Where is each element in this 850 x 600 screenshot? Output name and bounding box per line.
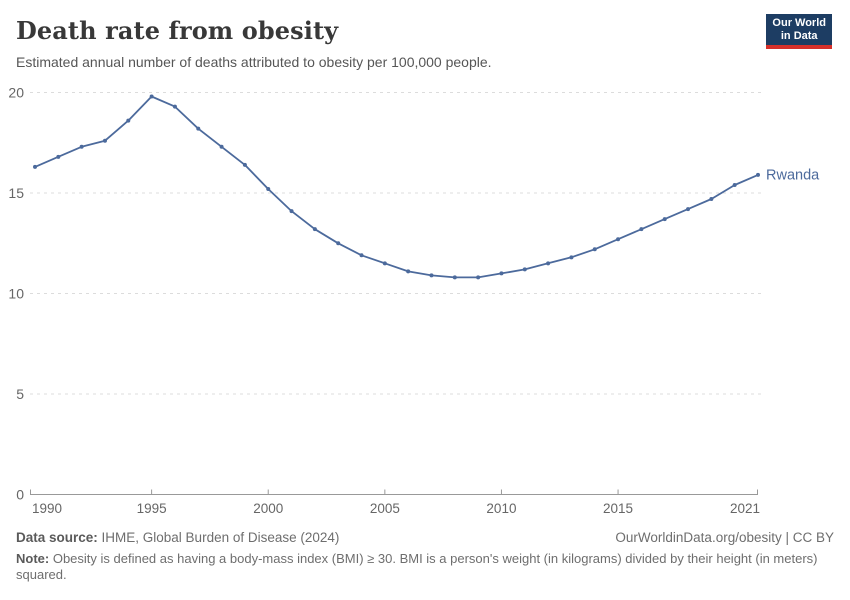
x-tick-label: 2010 xyxy=(486,501,516,516)
data-point[interactable] xyxy=(616,237,621,242)
owid-logo-line1: Our World xyxy=(772,17,826,29)
data-point[interactable] xyxy=(732,182,737,187)
x-tick-label: 2005 xyxy=(370,501,400,516)
data-point[interactable] xyxy=(56,154,61,159)
data-point[interactable] xyxy=(196,126,201,131)
data-point[interactable] xyxy=(476,275,481,280)
data-point[interactable] xyxy=(79,144,84,149)
data-point[interactable] xyxy=(149,94,154,99)
y-tick-label: 10 xyxy=(8,286,24,302)
data-point[interactable] xyxy=(429,273,434,278)
series-end-label[interactable]: Rwanda xyxy=(766,167,820,183)
data-point[interactable] xyxy=(406,269,411,274)
x-tick-label: 2000 xyxy=(253,501,283,516)
data-point[interactable] xyxy=(312,227,317,232)
data-point[interactable] xyxy=(709,197,714,202)
data-point[interactable] xyxy=(382,261,387,266)
x-tick-label: 1990 xyxy=(32,501,62,516)
data-point[interactable] xyxy=(686,207,691,212)
data-point[interactable] xyxy=(499,271,504,276)
license-link[interactable]: OurWorldinData.org/obesity | CC BY xyxy=(615,530,834,545)
x-tick-label: 2015 xyxy=(603,501,633,516)
data-point[interactable] xyxy=(102,138,107,143)
data-point[interactable] xyxy=(452,275,457,280)
data-point[interactable] xyxy=(639,227,644,232)
page-title: Death rate from obesity xyxy=(16,16,339,45)
chart-header: Death rate from obesity Estimated annual… xyxy=(0,0,850,70)
data-point[interactable] xyxy=(569,255,574,260)
data-source-label: Data source: xyxy=(16,530,98,545)
data-point[interactable] xyxy=(522,267,527,272)
data-point[interactable] xyxy=(126,118,131,123)
data-point[interactable] xyxy=(592,247,597,252)
chart-footer: Data source: IHME, Global Burden of Dise… xyxy=(16,529,834,583)
note-label: Note: xyxy=(16,551,50,566)
data-source: Data source: IHME, Global Burden of Dise… xyxy=(16,529,339,546)
data-point[interactable] xyxy=(546,261,551,266)
y-tick-label: 20 xyxy=(8,85,24,101)
data-point[interactable] xyxy=(242,162,247,167)
data-point[interactable] xyxy=(359,253,364,258)
note-value: Obesity is defined as having a body-mass… xyxy=(16,551,818,582)
chart-subtitle: Estimated annual number of deaths attrib… xyxy=(16,54,492,70)
y-tick-label: 0 xyxy=(16,487,24,503)
data-point[interactable] xyxy=(289,209,294,214)
data-point[interactable] xyxy=(219,144,224,149)
data-point[interactable] xyxy=(336,241,341,246)
data-source-value: IHME, Global Burden of Disease (2024) xyxy=(97,530,340,545)
data-point[interactable] xyxy=(172,104,177,109)
owid-logo-line2: in Data xyxy=(780,30,818,42)
trend-line[interactable] xyxy=(34,95,759,279)
x-tick-label: 1995 xyxy=(137,501,167,516)
y-tick-label: 15 xyxy=(8,185,24,201)
data-point[interactable] xyxy=(266,186,271,191)
x-tick-label: 2021 xyxy=(730,501,760,516)
y-tick-label: 5 xyxy=(16,386,24,402)
data-point[interactable] xyxy=(756,172,760,177)
chart-note: Note: Obesity is defined as having a bod… xyxy=(16,551,834,583)
line-chart[interactable]: 0 5 10 15 20 1990 1995 2000 2005 2010 2015 2021 Rwan… xyxy=(0,80,850,520)
data-point[interactable] xyxy=(662,217,667,222)
owid-logo: Our World in Data xyxy=(766,14,832,49)
data-point[interactable] xyxy=(33,164,37,169)
